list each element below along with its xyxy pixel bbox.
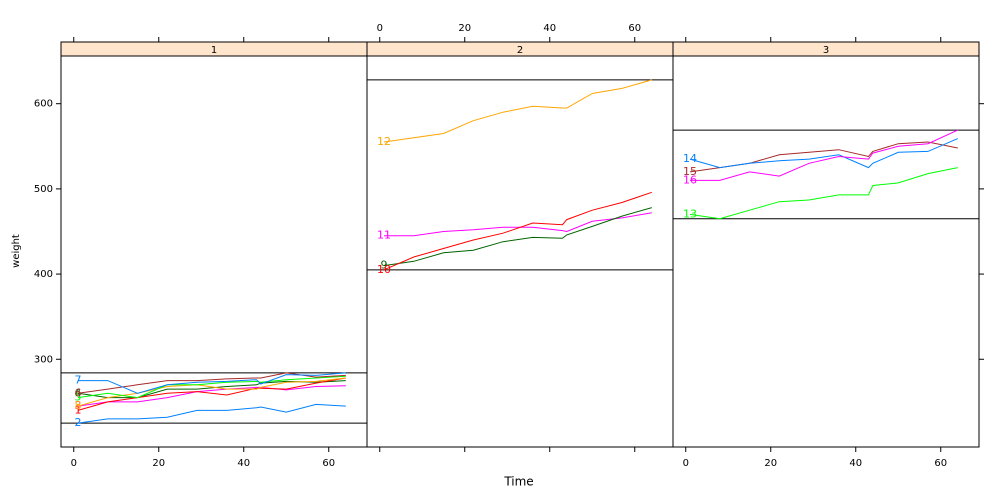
y-tick-label: 500 [34,184,53,195]
series-label: 12 [377,135,391,148]
series-label: 13 [683,207,697,220]
x-tick-label: 20 [764,458,777,469]
series-line [384,212,652,237]
x-tick-label: 0 [71,458,77,469]
x-axis-title: Time [503,475,533,489]
x-tick-label: 0 [683,458,689,469]
series-label: 8 [75,399,82,412]
x-tick-label: 40 [237,458,250,469]
series-label: 16 [683,173,697,186]
panel-frame [672,55,980,448]
series-line [77,377,346,411]
x-tick-label: 60 [322,458,335,469]
series-label: 7 [75,374,82,387]
series-label: 2 [75,416,82,429]
series-label: 15 [683,165,697,178]
series-line [690,129,959,181]
x-tick-label: 20 [458,23,471,34]
series-label: 5 [75,391,82,404]
series-label: 14 [683,152,697,165]
series-line [383,207,652,267]
series-line [689,138,958,169]
series-label: 11 [377,229,391,242]
series-line [78,372,346,394]
y-axis-title: weight [11,234,22,268]
x-tick-label: 40 [543,23,556,34]
strip-label: 1 [211,45,217,56]
x-tick-label: 40 [849,458,862,469]
series-label: 10 [377,263,391,276]
series-label: 6 [75,386,82,399]
series-line [77,403,346,424]
series-label: 1 [75,403,82,416]
x-tick-label: 60 [628,23,641,34]
strip-label: 2 [517,45,523,56]
series-line [689,167,958,220]
y-tick-label: 600 [34,99,53,110]
x-tick-label: 0 [377,23,383,34]
y-tick-label: 400 [34,269,53,280]
strip-label: 3 [823,45,829,56]
x-tick-label: 20 [152,458,165,469]
series-line [77,377,346,407]
series-line [383,191,652,271]
series-label: 9 [381,259,388,272]
series-line [77,375,346,399]
series-line [383,79,652,143]
panel-frame [60,55,368,448]
x-tick-label: 60 [934,458,947,469]
panel-frame [366,55,674,448]
y-tick-label: 300 [34,354,53,365]
series-line [77,372,346,394]
